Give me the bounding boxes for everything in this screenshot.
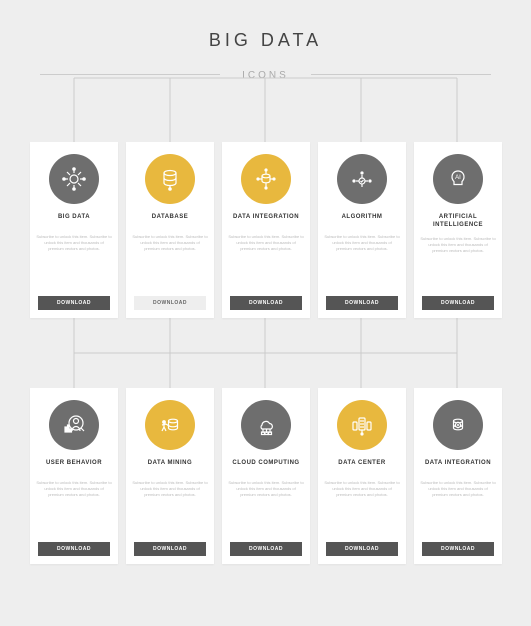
card-big-data: BIG DATA Subscribe to unlock this item. S…: [30, 142, 118, 318]
card-title: DATABASE: [130, 214, 210, 228]
download-button[interactable]: DOWNLOAD: [134, 542, 206, 556]
behavior-icon: [49, 400, 99, 450]
algorithm-icon: [337, 154, 387, 204]
card-description: Subscribe to unlock this item. Subscribe…: [34, 480, 114, 498]
card-description: Subscribe to unlock this item. Subscribe…: [130, 234, 210, 252]
ai-icon: AI: [433, 154, 483, 204]
cards-grid: BIG DATA Subscribe to unlock this item. S…: [30, 142, 501, 564]
download-button[interactable]: DOWNLOAD: [38, 542, 110, 556]
card-description: Subscribe to unlock this item. Subscribe…: [226, 480, 306, 498]
card-data-integration-2: DATA INTEGRATION Subscribe to unlock this…: [414, 388, 502, 564]
page-title: BIG DATA: [0, 0, 531, 51]
card-artificial-intelligence: AI ARTIFICIAL INTELLIGENCE Subscribe to un…: [414, 142, 502, 318]
card-description: Subscribe to unlock this item. Subscribe…: [418, 480, 498, 498]
card-title: CLOUD COMPUTING: [226, 460, 306, 474]
card-description: Subscribe to unlock this item. Subscribe…: [322, 234, 402, 252]
card-description: Subscribe to unlock this item. Subscribe…: [34, 234, 114, 252]
svg-text:AI: AI: [455, 175, 461, 181]
card-description: Subscribe to unlock this item. Subscribe…: [130, 480, 210, 498]
datacenter-icon: [337, 400, 387, 450]
card-description: Subscribe to unlock this item. Subscribe…: [418, 236, 498, 254]
card-database: DATABASE Subscribe to unlock this item. S…: [126, 142, 214, 318]
card-title: DATA CENTER: [322, 460, 402, 474]
download-button[interactable]: DOWNLOAD: [422, 542, 494, 556]
integration2-icon: [433, 400, 483, 450]
card-user-behavior: USER BEHAVIOR Subscribe to unlock this it…: [30, 388, 118, 564]
card-algorithm: ALGORITHM Subscribe to unlock this item. …: [318, 142, 406, 318]
download-button[interactable]: DOWNLOAD: [326, 542, 398, 556]
database-icon: [145, 154, 195, 204]
page-subtitle: ICONS: [242, 70, 289, 81]
card-title: DATA INTEGRATION: [418, 460, 498, 474]
download-button[interactable]: DOWNLOAD: [326, 296, 398, 310]
card-description: Subscribe to unlock this item. Subscribe…: [322, 480, 402, 498]
card-cloud-computing: CLOUD COMPUTING Subscribe to unlock this …: [222, 388, 310, 564]
download-button[interactable]: DOWNLOAD: [230, 296, 302, 310]
card-title: ALGORITHM: [322, 214, 402, 228]
download-button[interactable]: DOWNLOAD: [422, 296, 494, 310]
card-data-mining: DATA MINING Subscribe to unlock this item…: [126, 388, 214, 564]
download-button[interactable]: DOWNLOAD: [38, 296, 110, 310]
integration-icon: [241, 154, 291, 204]
download-button[interactable]: DOWNLOAD: [134, 296, 206, 310]
subtitle-divider: ICONS: [0, 65, 531, 83]
card-title: DATA INTEGRATION: [226, 214, 306, 228]
card-data-center: DATA CENTER Subscribe to unlock this item…: [318, 388, 406, 564]
card-description: Subscribe to unlock this item. Subscribe…: [226, 234, 306, 252]
download-button[interactable]: DOWNLOAD: [230, 542, 302, 556]
mining-icon: [145, 400, 195, 450]
card-data-integration: DATA INTEGRATION Subscribe to unlock this…: [222, 142, 310, 318]
card-title: USER BEHAVIOR: [34, 460, 114, 474]
card-title: DATA MINING: [130, 460, 210, 474]
card-title: ARTIFICIAL INTELLIGENCE: [418, 214, 498, 230]
cloud-icon: [241, 400, 291, 450]
bigdata-icon: [49, 154, 99, 204]
card-title: BIG DATA: [34, 214, 114, 228]
